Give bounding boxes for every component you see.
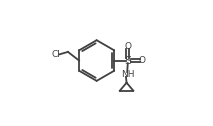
Text: O: O xyxy=(124,42,131,51)
Text: Cl: Cl xyxy=(51,50,60,59)
Text: O: O xyxy=(138,56,145,65)
Text: NH: NH xyxy=(121,70,135,79)
Text: S: S xyxy=(124,56,131,66)
